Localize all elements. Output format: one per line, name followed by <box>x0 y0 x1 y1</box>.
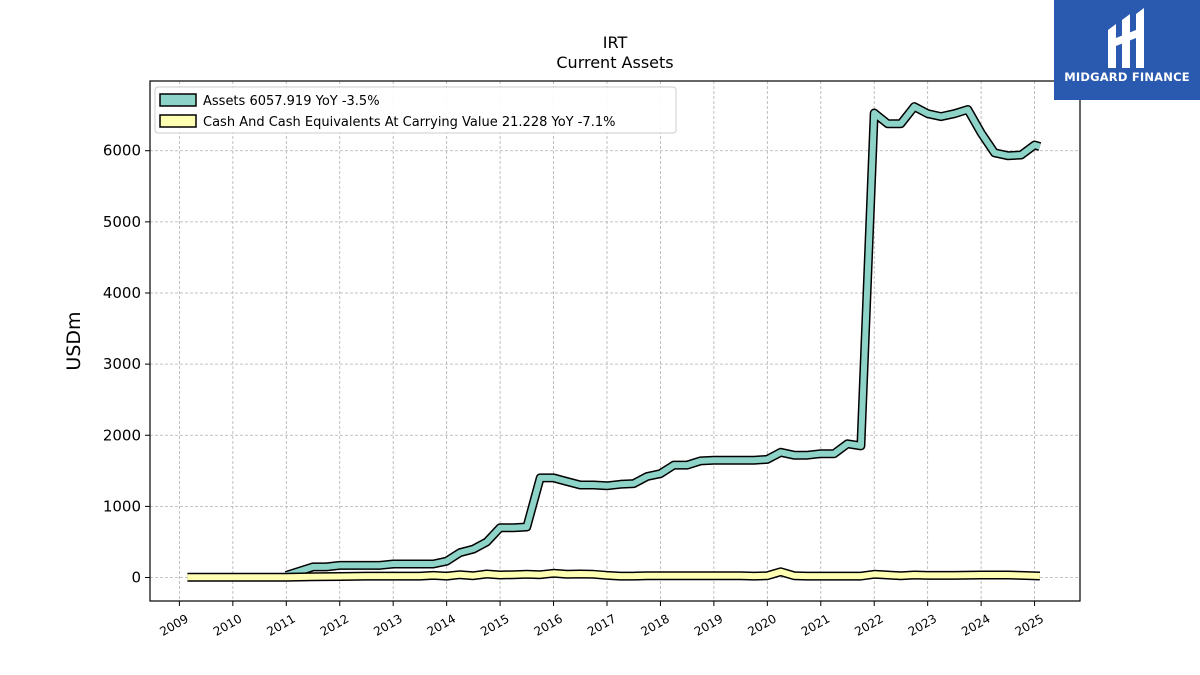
x-tick-label: 2019 <box>692 611 725 638</box>
brand-name: MIDGARD FINANCE <box>1064 70 1190 84</box>
x-tick-label: 2009 <box>157 611 190 638</box>
legend-label-cash: Cash And Cash Equivalents At Carrying Va… <box>203 115 615 130</box>
y-axis-ticks: 0 1000 2000 3000 4000 5000 6000 <box>103 142 150 587</box>
grid-lines <box>150 81 1080 601</box>
x-tick-label: 2018 <box>638 611 671 638</box>
chart-title: IRT <box>603 33 628 52</box>
legend-swatch-assets <box>159 93 197 107</box>
x-tick-label: 2017 <box>585 611 618 638</box>
y-tick-label: 1000 <box>103 497 141 515</box>
brand-logo: MIDGARD FINANCE <box>1054 0 1200 100</box>
x-tick-label: 2021 <box>799 611 832 638</box>
series-line-assets <box>285 103 1041 579</box>
legend-swatch-cash <box>159 114 197 128</box>
y-tick-label: 0 <box>131 569 141 587</box>
x-tick-label: 2022 <box>852 611 885 638</box>
x-tick-label: 2011 <box>264 611 297 638</box>
x-tick-label: 2014 <box>425 611 458 638</box>
y-tick-label: 4000 <box>103 284 141 302</box>
plot-frame <box>149 80 1081 602</box>
y-axis-label: USDm <box>63 311 85 370</box>
series-outline-assets <box>284 102 1042 580</box>
y-tick-label: 3000 <box>103 355 141 373</box>
legend-label-assets: Assets 6057.919 YoY -3.5% <box>203 94 380 109</box>
x-tick-label: 2010 <box>211 611 244 638</box>
legend-frame <box>154 86 677 134</box>
x-tick-label: 2023 <box>906 611 939 638</box>
logo-mark-icon <box>1108 8 1144 68</box>
chart-subtitle: Current Assets <box>556 53 673 72</box>
x-tick-label: 2015 <box>478 611 511 638</box>
x-axis-ticks: 2009 2010 2011 2012 2013 2014 2015 2016 2017 2018… <box>157 601 1046 639</box>
x-tick-label: 2020 <box>745 611 778 638</box>
x-tick-label: 2025 <box>1013 611 1046 638</box>
y-tick-label: 6000 <box>103 142 141 160</box>
x-tick-label: 2013 <box>371 611 404 638</box>
x-tick-label: 2012 <box>318 611 351 638</box>
series-layer <box>187 102 1042 582</box>
legend: Assets 6057.919 YoY -3.5% Cash And Cash … <box>154 86 677 134</box>
x-tick-label: 2024 <box>959 611 992 638</box>
series-line-cash <box>187 568 1040 581</box>
x-tick-label: 2016 <box>532 611 565 638</box>
y-tick-label: 5000 <box>103 213 141 231</box>
y-tick-label: 2000 <box>103 426 141 444</box>
